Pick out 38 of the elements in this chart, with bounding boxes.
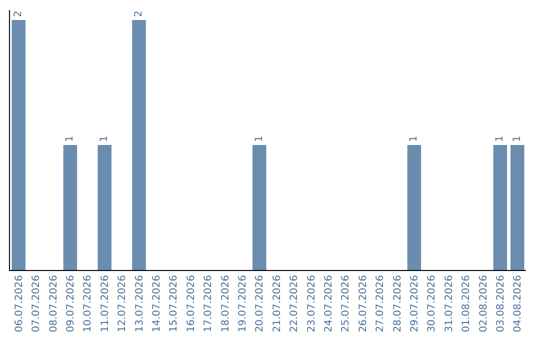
x-tick-label: 14.07.2026 <box>151 275 162 332</box>
x-tick-label: 22.07.2026 <box>289 275 300 332</box>
x-tick-label: 29.07.2026 <box>409 275 420 332</box>
x-tick-label: 30.07.2026 <box>426 275 438 332</box>
x-tick-label: 13.07.2026 <box>134 275 146 332</box>
x-tick-label: 03.08.2026 <box>495 275 506 332</box>
x-tick-label: 17.07.2026 <box>203 275 214 332</box>
data-label: 1 <box>99 136 110 142</box>
x-tick-label: 26.07.2026 <box>358 275 369 332</box>
x-tick-label: 12.07.2026 <box>117 275 128 332</box>
x-tick-label: 31.07.2026 <box>444 275 455 332</box>
x-tick-label: 20.07.2026 <box>254 275 266 332</box>
x-tick-label: 10.07.2026 <box>82 275 94 332</box>
x-tick-label: 25.07.2026 <box>340 275 352 332</box>
data-label: 2 <box>13 10 24 17</box>
x-tick-label: 21.07.2026 <box>272 275 283 332</box>
x-tick-label: 07.07.2026 <box>31 275 42 332</box>
x-tick-label: 11.07.2026 <box>100 275 111 332</box>
data-label: 1 <box>494 136 506 142</box>
x-tick-label: 06.07.2026 <box>14 275 25 332</box>
x-tick-label: 01.08.2026 <box>461 275 472 332</box>
x-tick-label: 08.07.2026 <box>48 275 60 332</box>
x-tick-label: 23.07.2026 <box>306 275 318 332</box>
data-label: 1 <box>408 136 420 142</box>
data-label: 2 <box>134 10 144 17</box>
x-tick-label: 18.07.2026 <box>220 275 232 332</box>
x-tick-label: 16.07.2026 <box>186 275 197 332</box>
x-tick-label: 24.07.2026 <box>323 275 334 332</box>
x-tick-label: 04.08.2026 <box>512 275 524 332</box>
x-tick-label: 15.07.2026 <box>168 275 180 332</box>
x-tick-label: 09.07.2026 <box>65 275 76 332</box>
x-tick-label: 19.07.2026 <box>237 275 248 332</box>
x-tick-label: 27.07.2026 <box>375 275 386 332</box>
data-label: 1 <box>64 136 76 142</box>
x-tick-label: 28.07.2026 <box>392 275 404 332</box>
data-label: 1 <box>254 136 265 142</box>
data-label: 1 <box>512 136 523 142</box>
x-tick-label: 02.08.2026 <box>478 275 490 332</box>
